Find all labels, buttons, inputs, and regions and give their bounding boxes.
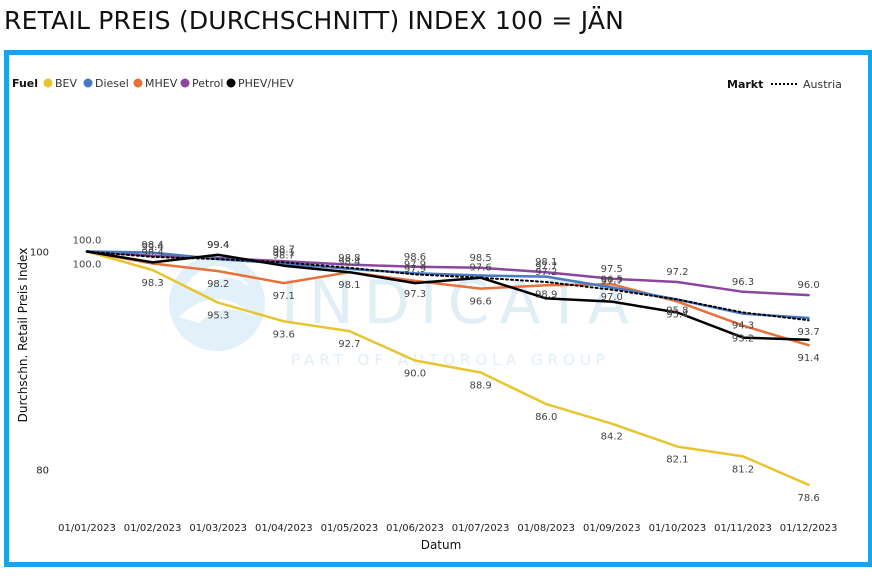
- legend: Fuel BEV Diesel MHEV Petrol PHEV/HEV Markt A…: [12, 77, 842, 91]
- data-label-bev: 82.1: [666, 455, 688, 466]
- series-line-bev: [85, 250, 810, 487]
- data-label-mhev: 95.4: [666, 310, 688, 321]
- data-label-petrol: 96.0: [797, 280, 819, 291]
- data-label-petrol: 97.5: [601, 264, 623, 275]
- x-tick-label: 01/02/2023: [124, 523, 182, 534]
- x-axis-title: Datum: [421, 538, 462, 552]
- data-label-bev: 78.6: [797, 493, 819, 504]
- series-line-phev-hev: [85, 250, 810, 342]
- data-label-bev: 90.0: [404, 369, 426, 380]
- legend-item-bev-label: BEV: [55, 77, 77, 90]
- data-label-bev: 92.7: [338, 339, 360, 350]
- chart-frame: INDICATA PART OF AUTOROLA GROUP Fuel BEV…: [4, 50, 872, 567]
- legend-marker-bev: [43, 78, 53, 88]
- data-label-mhev: 98.2: [207, 279, 229, 290]
- page-title: RETAIL PREIS (DURCHSCHNITT) INDEX 100 = …: [4, 6, 625, 35]
- x-tick-label: 01/05/2023: [321, 523, 379, 534]
- data-label-mhev: 97.3: [404, 289, 426, 300]
- data-label-petrol: 96.3: [732, 277, 754, 288]
- data-label-mhev: 97.0: [601, 292, 623, 303]
- x-tick-label: 01/03/2023: [189, 523, 247, 534]
- data-label-petrol: 98.1: [535, 257, 557, 268]
- data-label-bev: 95.3: [207, 311, 229, 322]
- data-label-bev: 98.3: [141, 278, 163, 289]
- data-label-austria: 97.9: [404, 259, 426, 270]
- data-label-austria: 98.8: [338, 253, 360, 264]
- data-label-bev: 81.2: [732, 464, 754, 475]
- legend-item-diesel-label: Diesel: [95, 77, 129, 90]
- data-label-phev-hev: 98.7: [273, 251, 295, 262]
- data-label-overlap: 97.7: [601, 276, 623, 287]
- legend-title: Fuel: [12, 77, 38, 90]
- data-label-start-top: 100.0: [73, 236, 102, 247]
- series-line-austria: [86, 250, 810, 322]
- data-label-diesel: 97.7: [535, 262, 557, 273]
- x-tick-label: 01/07/2023: [452, 523, 510, 534]
- legend-marker-petrol: [180, 78, 190, 88]
- legend-item-austria-label: Austria: [803, 78, 842, 91]
- data-label-petrol: 98.6: [404, 252, 426, 263]
- legend-marker-diesel: [83, 78, 93, 88]
- x-tick-label: 01/08/2023: [517, 523, 575, 534]
- data-label-phev-hev: 99.4: [207, 240, 229, 251]
- series-line-mhev: [85, 250, 810, 347]
- y-tick-label: 100: [30, 248, 49, 259]
- data-label-bev: 100.0: [73, 260, 102, 271]
- line-chart: INDICATA PART OF AUTOROLA GROUP Fuel BEV…: [12, 77, 842, 552]
- data-label-phev-hev: 98.4: [141, 247, 163, 258]
- x-tick-label: 01/01/2023: [58, 523, 116, 534]
- data-label-austria: 96.5: [601, 275, 623, 286]
- data-label-overlap: 98.9: [535, 289, 557, 300]
- data-label-mhev: 97.1: [273, 291, 295, 302]
- x-tick-label: 01/09/2023: [583, 523, 641, 534]
- data-label-phev-hev: 98.4: [338, 257, 360, 268]
- data-label-austria: 97.2: [535, 267, 557, 278]
- legend-item-mhev-label: MHEV: [145, 77, 178, 90]
- data-label-overlap: 98.4: [141, 240, 163, 251]
- data-label-bev: 86.0: [535, 412, 557, 423]
- data-label-mhev: 98.1: [338, 280, 360, 291]
- data-label-austria: 97.6: [469, 263, 491, 274]
- data-label-phev-hev: 93.7: [797, 327, 819, 338]
- x-tick-label: 01/04/2023: [255, 523, 313, 534]
- legend-marker-phev-hev: [226, 78, 236, 88]
- data-label-overlap: 97.9: [404, 264, 426, 275]
- data-label-bev: 88.9: [469, 380, 491, 391]
- legend-item-phev-hev-label: PHEV/HEV: [238, 77, 294, 90]
- data-label-mhev: 96.6: [469, 297, 491, 308]
- data-label-austria: 95.8: [666, 305, 688, 316]
- legend-item-petrol-label: Petrol: [192, 77, 223, 90]
- data-label-bev: 93.6: [273, 329, 295, 340]
- x-tick-label: 01/12/2023: [780, 523, 838, 534]
- data-label-petrol: 97.2: [666, 267, 688, 278]
- watermark-tagline: PART OF AUTOROLA GROUP: [291, 351, 610, 369]
- x-tick-label: 01/11/2023: [714, 523, 772, 534]
- y-axis-title: Durchschn. Retail Preis Index: [16, 248, 30, 423]
- data-label-diesel: 94.3: [732, 321, 754, 332]
- data-label-overlap: 98.7: [273, 245, 295, 256]
- data-label-petrol: 98.5: [469, 253, 491, 264]
- data-label-mhev: 91.4: [797, 353, 819, 364]
- data-label-austria: 99.4: [141, 242, 163, 253]
- data-label-bev: 84.2: [601, 432, 623, 443]
- y-tick-label: 80: [36, 466, 49, 477]
- data-label-overlap: 99.4: [207, 240, 229, 251]
- data-label-austria: 99.1: [273, 247, 295, 258]
- x-tick-label: 01/10/2023: [649, 523, 707, 534]
- legend-right-title: Markt: [727, 78, 763, 91]
- data-label-mhev: 93.2: [732, 334, 754, 345]
- legend-marker-mhev: [133, 78, 143, 88]
- x-tick-label: 01/06/2023: [386, 523, 444, 534]
